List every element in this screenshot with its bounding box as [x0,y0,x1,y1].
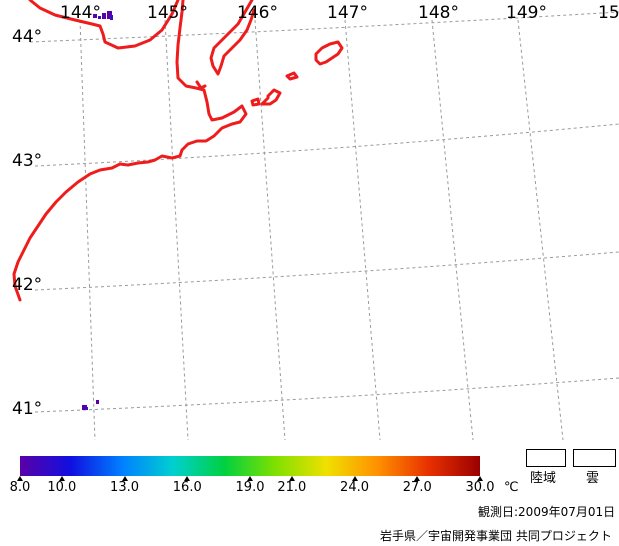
gridline-lon-146 [254,19,286,440]
observation-date: 観測日:2009年07月01日 [478,505,616,519]
longitude-gridlines [79,19,564,440]
island-small-2 [260,88,282,106]
colorbar-tick-label: 30.0 [465,480,495,495]
credit-text: 岩手県／宇宙開発事業団 共同プロジェクト [380,529,612,543]
colorbar-tick-label: 24.0 [340,480,370,495]
colorbar-unit: ℃ [504,480,519,495]
island-small-1 [285,71,299,81]
colorbar-tick-label: 10.0 [47,480,77,495]
coastline-hokkaido-east [12,0,248,302]
gridline-lon-144 [79,19,96,440]
cloud-legend-box [573,449,616,467]
lat-label-42: 42° [12,275,43,295]
sst-map [12,0,619,440]
lon-label-146: 146° [237,3,278,23]
sst-pixel [82,405,87,410]
coastlines [12,0,344,302]
sst-pixel [107,11,112,19]
coastline-north [28,0,180,50]
colorbar-tick-mark [121,476,128,481]
lon-label-148: 148° [418,3,459,23]
coastline-nemuro [195,80,207,90]
colorbar-tick-label: 13.0 [110,480,140,495]
colorbar-tick-label: 16.0 [172,480,202,495]
lon-label-150: 15 [598,3,619,23]
gridline-lon-149 [517,19,564,440]
colorbar-tick-mark [414,476,421,481]
sst-pixel [98,16,101,19]
cloud-legend-label: 雲 [586,471,600,486]
colorbar-tick-label: 21.0 [277,480,307,495]
sst-pixel [85,407,88,410]
gridline-lon-145 [164,19,189,440]
sst-pixel [96,400,99,404]
island-small-3 [250,97,261,107]
colorbar-tick-label: 27.0 [402,480,432,495]
colorbar-tick-mark [17,476,23,481]
colorbar-tick-mark [58,476,65,481]
land-legend-box [526,449,566,467]
colorbar-tick-mark [184,476,191,481]
sst-pixels [82,11,113,410]
colorbar-tick-label: 8.0 [9,480,31,495]
gridline-lat-43 [34,123,619,167]
sst-pixel [93,14,97,18]
latitude-gridlines [29,11,619,413]
lon-label-147: 147° [327,3,368,23]
lat-label-41: 41° [12,399,43,419]
sst-pixel [110,15,113,20]
lat-label-44: 44° [12,27,43,47]
temperature-colorbar [20,456,480,476]
island-kunashiri [314,40,344,66]
sst-pixel [102,13,106,19]
lon-label-145: 145° [147,3,188,23]
lat-label-43: 43° [12,151,43,171]
lon-label-149: 149° [506,3,547,23]
gridline-lon-148 [431,19,474,440]
colorbar-tick-mark [477,476,483,481]
coastline-shiretoko [209,0,256,76]
lon-label-144: 144° [60,3,101,23]
colorbar-tick-mark [288,476,295,481]
gridline-lon-147 [344,19,381,440]
colorbar-tick-label: 19.0 [235,480,265,495]
gridline-lat-41 [34,377,619,413]
colorbar-tick-mark [351,476,358,481]
colorbar-tick-mark [247,476,253,481]
gridline-lat-42 [34,251,619,291]
gridline-lat-44 [29,11,619,43]
land-legend-label: 陸域 [530,471,557,486]
